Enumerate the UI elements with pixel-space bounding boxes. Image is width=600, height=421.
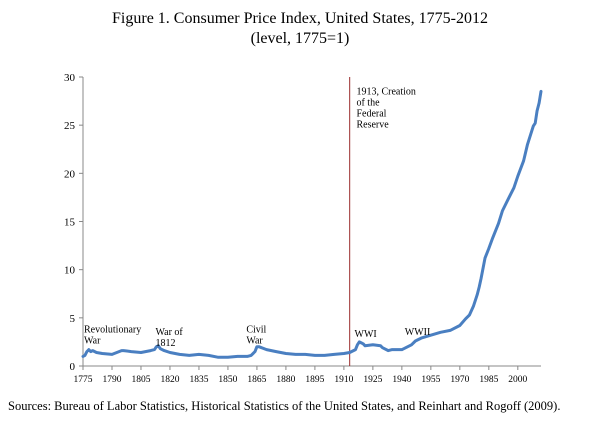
y-tick-label: 30 [64,72,76,84]
x-tick-label: 1895 [305,375,324,385]
x-tick-label: 2000 [508,375,527,385]
x-tick-label: 1865 [247,375,266,385]
chart-annotation: WWI [355,329,377,340]
x-tick-label: 1850 [218,375,237,385]
x-tick-label: 1925 [363,375,382,385]
x-tick-label: 1940 [392,375,411,385]
chart-title: Figure 1. Consumer Price Index, United S… [112,10,488,27]
chart-annotation: Revolutionary War [84,324,141,346]
y-tick-label: 20 [64,168,76,180]
y-tick-label: 0 [70,361,76,373]
x-tick-label: 1985 [479,375,498,385]
y-tick-label: 15 [64,217,76,229]
x-tick-label: 1880 [276,375,295,385]
y-tick-label: 25 [64,120,76,132]
y-tick-label: 5 [70,313,76,325]
x-tick-label: 1955 [421,375,440,385]
x-tick-label: 1820 [160,375,179,385]
x-tick-label: 1970 [450,375,469,385]
source-note: Sources: Bureau of Labor Statistics, His… [8,399,561,413]
x-tick-label: 1790 [102,375,121,385]
cpi-series-line [81,89,543,359]
chart-annotation: 1913, Creation of the Federal Reserve [356,86,415,130]
x-tick-label: 1805 [131,375,150,385]
chart-subtitle: (level, 1775=1) [250,30,350,47]
chart-annotation: Civil War [246,324,266,346]
x-tick-label: 1910 [334,375,353,385]
chart-annotation: WWII [405,327,431,338]
y-tick-label: 10 [64,265,76,277]
x-tick-label: 1775 [74,375,93,385]
x-tick-label: 1835 [189,375,208,385]
chart-annotation: War of 1812 [156,327,184,349]
